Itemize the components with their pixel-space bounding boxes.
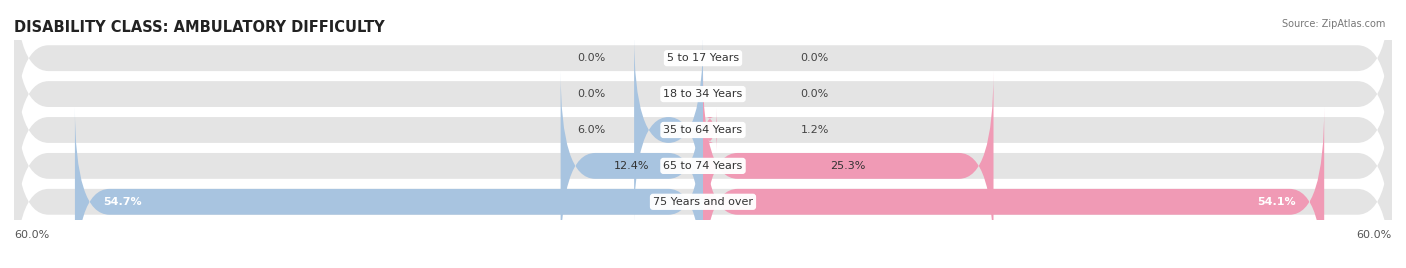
Text: 0.0%: 0.0% xyxy=(576,53,606,63)
Text: DISABILITY CLASS: AMBULATORY DIFFICULTY: DISABILITY CLASS: AMBULATORY DIFFICULTY xyxy=(14,20,385,35)
FancyBboxPatch shape xyxy=(14,107,1392,268)
Text: 25.3%: 25.3% xyxy=(831,161,866,171)
FancyBboxPatch shape xyxy=(14,0,1392,153)
Text: 6.0%: 6.0% xyxy=(576,125,606,135)
Text: 75 Years and over: 75 Years and over xyxy=(652,197,754,207)
Text: 35 to 64 Years: 35 to 64 Years xyxy=(664,125,742,135)
FancyBboxPatch shape xyxy=(703,71,994,261)
Text: 54.1%: 54.1% xyxy=(1257,197,1295,207)
FancyBboxPatch shape xyxy=(75,107,703,268)
FancyBboxPatch shape xyxy=(703,107,1324,268)
Text: 60.0%: 60.0% xyxy=(14,230,49,240)
Text: 1.2%: 1.2% xyxy=(800,125,830,135)
Text: 18 to 34 Years: 18 to 34 Years xyxy=(664,89,742,99)
Text: 54.7%: 54.7% xyxy=(104,197,142,207)
Text: 0.0%: 0.0% xyxy=(576,89,606,99)
FancyBboxPatch shape xyxy=(561,71,703,261)
FancyBboxPatch shape xyxy=(634,35,703,225)
Text: 65 to 74 Years: 65 to 74 Years xyxy=(664,161,742,171)
Text: 0.0%: 0.0% xyxy=(800,89,830,99)
Text: 0.0%: 0.0% xyxy=(800,53,830,63)
FancyBboxPatch shape xyxy=(703,109,717,151)
Text: Source: ZipAtlas.com: Source: ZipAtlas.com xyxy=(1281,19,1385,29)
FancyBboxPatch shape xyxy=(14,71,1392,261)
Text: 5 to 17 Years: 5 to 17 Years xyxy=(666,53,740,63)
Text: 12.4%: 12.4% xyxy=(614,161,650,171)
Text: 60.0%: 60.0% xyxy=(1357,230,1392,240)
FancyBboxPatch shape xyxy=(14,0,1392,189)
FancyBboxPatch shape xyxy=(14,35,1392,225)
